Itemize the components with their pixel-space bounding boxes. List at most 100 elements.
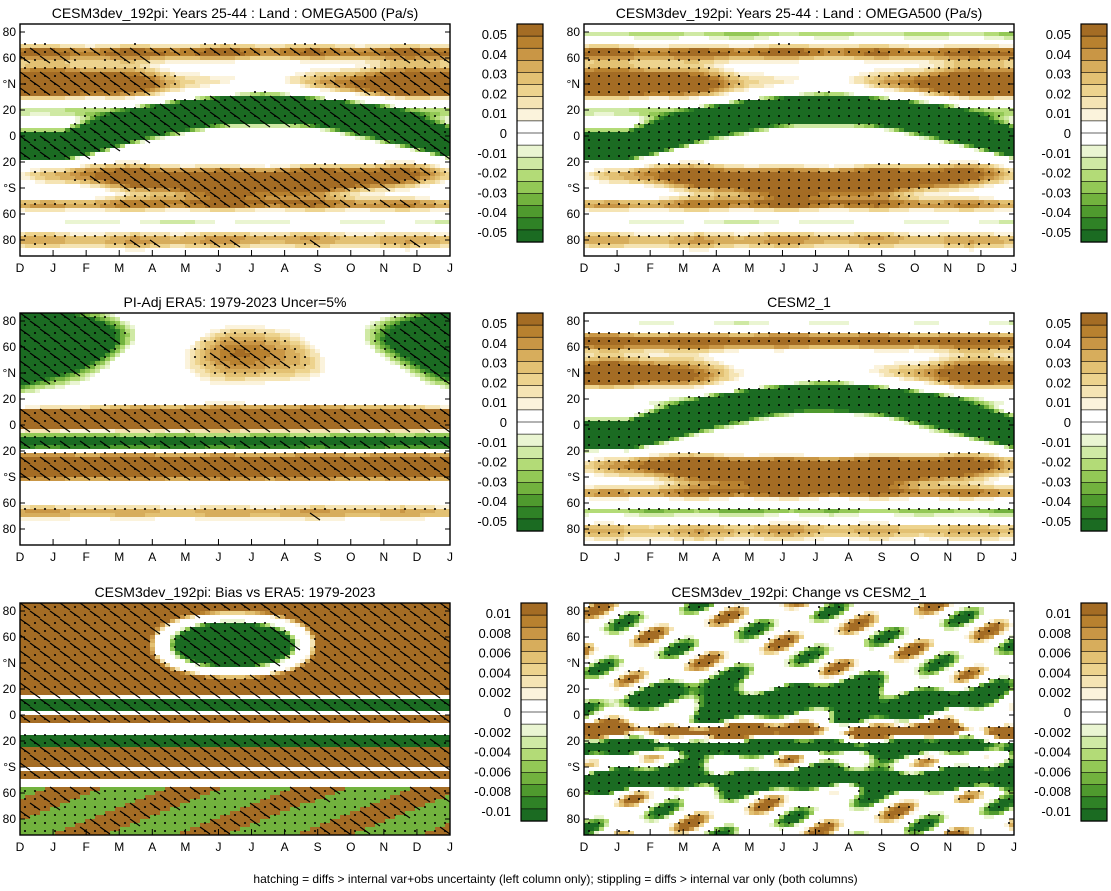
heatmap-cell	[415, 116, 421, 121]
heatmap-cell	[90, 184, 96, 189]
heatmap-cell	[180, 28, 186, 33]
heatmap-cell	[115, 96, 121, 101]
heatmap-cell	[55, 64, 61, 69]
heatmap-cell	[385, 248, 391, 253]
heatmap-cell	[35, 136, 41, 141]
heatmap-cell	[310, 164, 316, 169]
heatmap-cell	[410, 184, 416, 189]
heatmap-cell	[430, 76, 436, 81]
heatmap-cell	[355, 148, 361, 153]
heatmap-cell	[110, 132, 116, 137]
heatmap-cell	[310, 232, 316, 237]
heatmap-cell	[60, 216, 66, 221]
heatmap-cell	[25, 104, 31, 109]
heatmap-cell	[105, 140, 111, 145]
heatmap-cell	[420, 112, 426, 117]
heatmap-cell	[170, 184, 176, 189]
heatmap-cell	[320, 188, 326, 193]
heatmap-cell	[60, 168, 66, 173]
heatmap-cell	[415, 232, 421, 237]
heatmap-cell	[150, 232, 156, 237]
heatmap-cell	[20, 80, 26, 85]
heatmap-cell	[240, 64, 246, 69]
heatmap-cell	[185, 232, 191, 237]
heatmap-cell	[215, 48, 221, 53]
heatmap-cell	[100, 248, 106, 253]
heatmap-cell	[275, 104, 281, 109]
heatmap-cell	[20, 216, 26, 221]
heatmap-cell	[360, 96, 366, 101]
heatmap-cell	[170, 164, 176, 169]
heatmap-cell	[320, 208, 326, 213]
heatmap-cell	[325, 136, 331, 141]
heatmap-cell	[55, 72, 61, 77]
heatmap-cell	[290, 236, 296, 241]
heatmap-cell	[150, 60, 156, 65]
heatmap-cell	[175, 112, 181, 117]
heatmap-cell	[425, 240, 431, 245]
heatmap-cell	[230, 200, 236, 205]
heatmap-cell	[240, 24, 246, 29]
heatmap-cell	[105, 248, 111, 253]
heatmap-cell	[365, 52, 371, 57]
heatmap-cell	[355, 236, 361, 241]
heatmap-cell	[380, 244, 386, 249]
heatmap-cell	[35, 204, 41, 209]
heatmap-cell	[245, 188, 251, 193]
heatmap-cell	[20, 188, 26, 193]
heatmap-cell	[210, 120, 216, 125]
heatmap-cell	[230, 40, 236, 45]
heatmap-cell	[195, 208, 201, 213]
heatmap-cell	[265, 232, 271, 237]
heatmap-cell	[240, 88, 246, 93]
heatmap-cell	[235, 80, 241, 85]
heatmap-cell	[415, 56, 421, 61]
heatmap-cell	[255, 92, 261, 97]
heatmap-cell	[195, 220, 201, 225]
heatmap-cell	[275, 108, 281, 113]
heatmap-cell	[445, 252, 450, 256]
heatmap-cell	[305, 200, 311, 205]
heatmap-cell	[25, 196, 31, 201]
heatmap-cell	[405, 132, 411, 137]
heatmap-cell	[135, 52, 141, 57]
heatmap-cell	[135, 252, 141, 256]
heatmap-cell	[90, 208, 96, 213]
heatmap-cell	[40, 100, 46, 105]
heatmap-cell	[215, 184, 221, 189]
heatmap-cell	[445, 188, 450, 193]
heatmap-cell	[285, 152, 291, 157]
heatmap-cell	[200, 128, 206, 133]
heatmap-cell	[180, 84, 186, 89]
heatmap-cell	[225, 24, 231, 29]
heatmap-cell	[135, 220, 141, 225]
heatmap-cell	[310, 224, 316, 229]
heatmap-cell	[365, 48, 371, 53]
heatmap-cell	[125, 120, 131, 125]
heatmap-cell	[430, 140, 436, 145]
heatmap-cell	[280, 112, 286, 117]
heatmap-cell	[140, 24, 146, 29]
heatmap-cell	[295, 132, 301, 137]
heatmap-cell	[330, 128, 336, 133]
heatmap-cell	[45, 140, 51, 145]
heatmap-cell	[380, 172, 386, 177]
heatmap-cell	[335, 72, 341, 77]
heatmap-cell	[410, 192, 416, 197]
heatmap-cell	[125, 124, 131, 129]
heatmap-cell	[445, 180, 450, 185]
heatmap-cell	[185, 48, 191, 53]
heatmap-cell	[360, 72, 366, 77]
heatmap-cell	[180, 204, 186, 209]
heatmap-cell	[265, 52, 271, 57]
heatmap-cell	[190, 232, 196, 237]
heatmap-cell	[40, 132, 46, 137]
heatmap-cell	[430, 184, 436, 189]
heatmap-cell	[70, 116, 76, 121]
heatmap-cell	[25, 60, 31, 65]
heatmap-cell	[265, 244, 271, 249]
heatmap-cell	[350, 104, 356, 109]
heatmap-cell	[195, 36, 201, 41]
heatmap-cell	[285, 232, 291, 237]
heatmap-cell	[160, 176, 166, 181]
